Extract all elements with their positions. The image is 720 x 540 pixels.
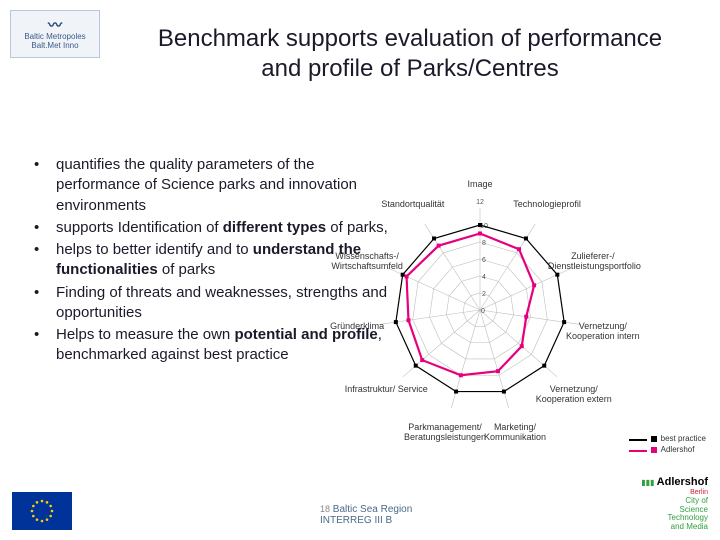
legend-item: best practice: [629, 434, 706, 443]
chart-legend: best practice Adlershof: [629, 432, 706, 454]
adlershof-brand: Adlershof: [657, 476, 708, 488]
radar-axis-label: Technologieprofil: [502, 200, 592, 210]
adlershof-tag3: Technology: [668, 513, 708, 522]
interreg-line2: INTERREG III B: [320, 515, 392, 526]
page-title: Benchmark supports evaluation of perform…: [140, 24, 680, 84]
adlershof-tag4: and Media: [671, 522, 708, 531]
svg-text:0: 0: [481, 308, 485, 315]
eu-stars: [28, 497, 56, 525]
baltmet-logo: 〰 Baltic Metropoles Balt.Met Inno: [10, 10, 100, 58]
adlershof-footer: ▮▮▮ Adlershof Berlin City of Science Tec…: [598, 476, 708, 532]
radar-axis-label: Infrastruktur/ Service: [341, 385, 431, 395]
legend-item: Adlershof: [629, 445, 706, 454]
svg-text:12: 12: [476, 199, 484, 206]
radar-axis-label: Vernetzung/ Kooperation extern: [529, 385, 619, 405]
logo-mark: 〰: [48, 18, 62, 33]
page-number: 18: [320, 504, 330, 514]
svg-text:8: 8: [482, 240, 486, 247]
svg-text:4: 4: [482, 274, 486, 281]
adlershof-tag1: City of: [685, 496, 708, 505]
eu-flag: [12, 492, 72, 530]
adlershof-tag2: Science: [680, 505, 708, 514]
radar-axis-label: Wissenschafts-/ Wirtschaftsumfeld: [322, 252, 412, 272]
svg-text:6: 6: [482, 257, 486, 264]
svg-text:2: 2: [482, 291, 486, 298]
radar-axis-label: Vernetzung/ Kooperation intern: [558, 322, 648, 342]
radar-axis-label: Parkmanagement/ Beratungsleistungen: [400, 423, 490, 443]
interreg-footer: 18 Baltic Sea Region INTERREG III B: [320, 504, 412, 526]
radar-axis-label: Image: [435, 180, 525, 190]
radar-chart: 246810120 best practiceAdlershof ImageTe…: [330, 180, 710, 480]
logo-line2: Balt.Met Inno: [31, 42, 78, 51]
interreg-line1: Baltic Sea Region: [333, 504, 413, 515]
radar-axis-label: Standortqualität: [368, 200, 458, 210]
radar-axis-label: Zulieferer-/ Dienstleistungsportfolio: [548, 252, 638, 272]
radar-axis-label: Gründerklima: [312, 322, 402, 332]
